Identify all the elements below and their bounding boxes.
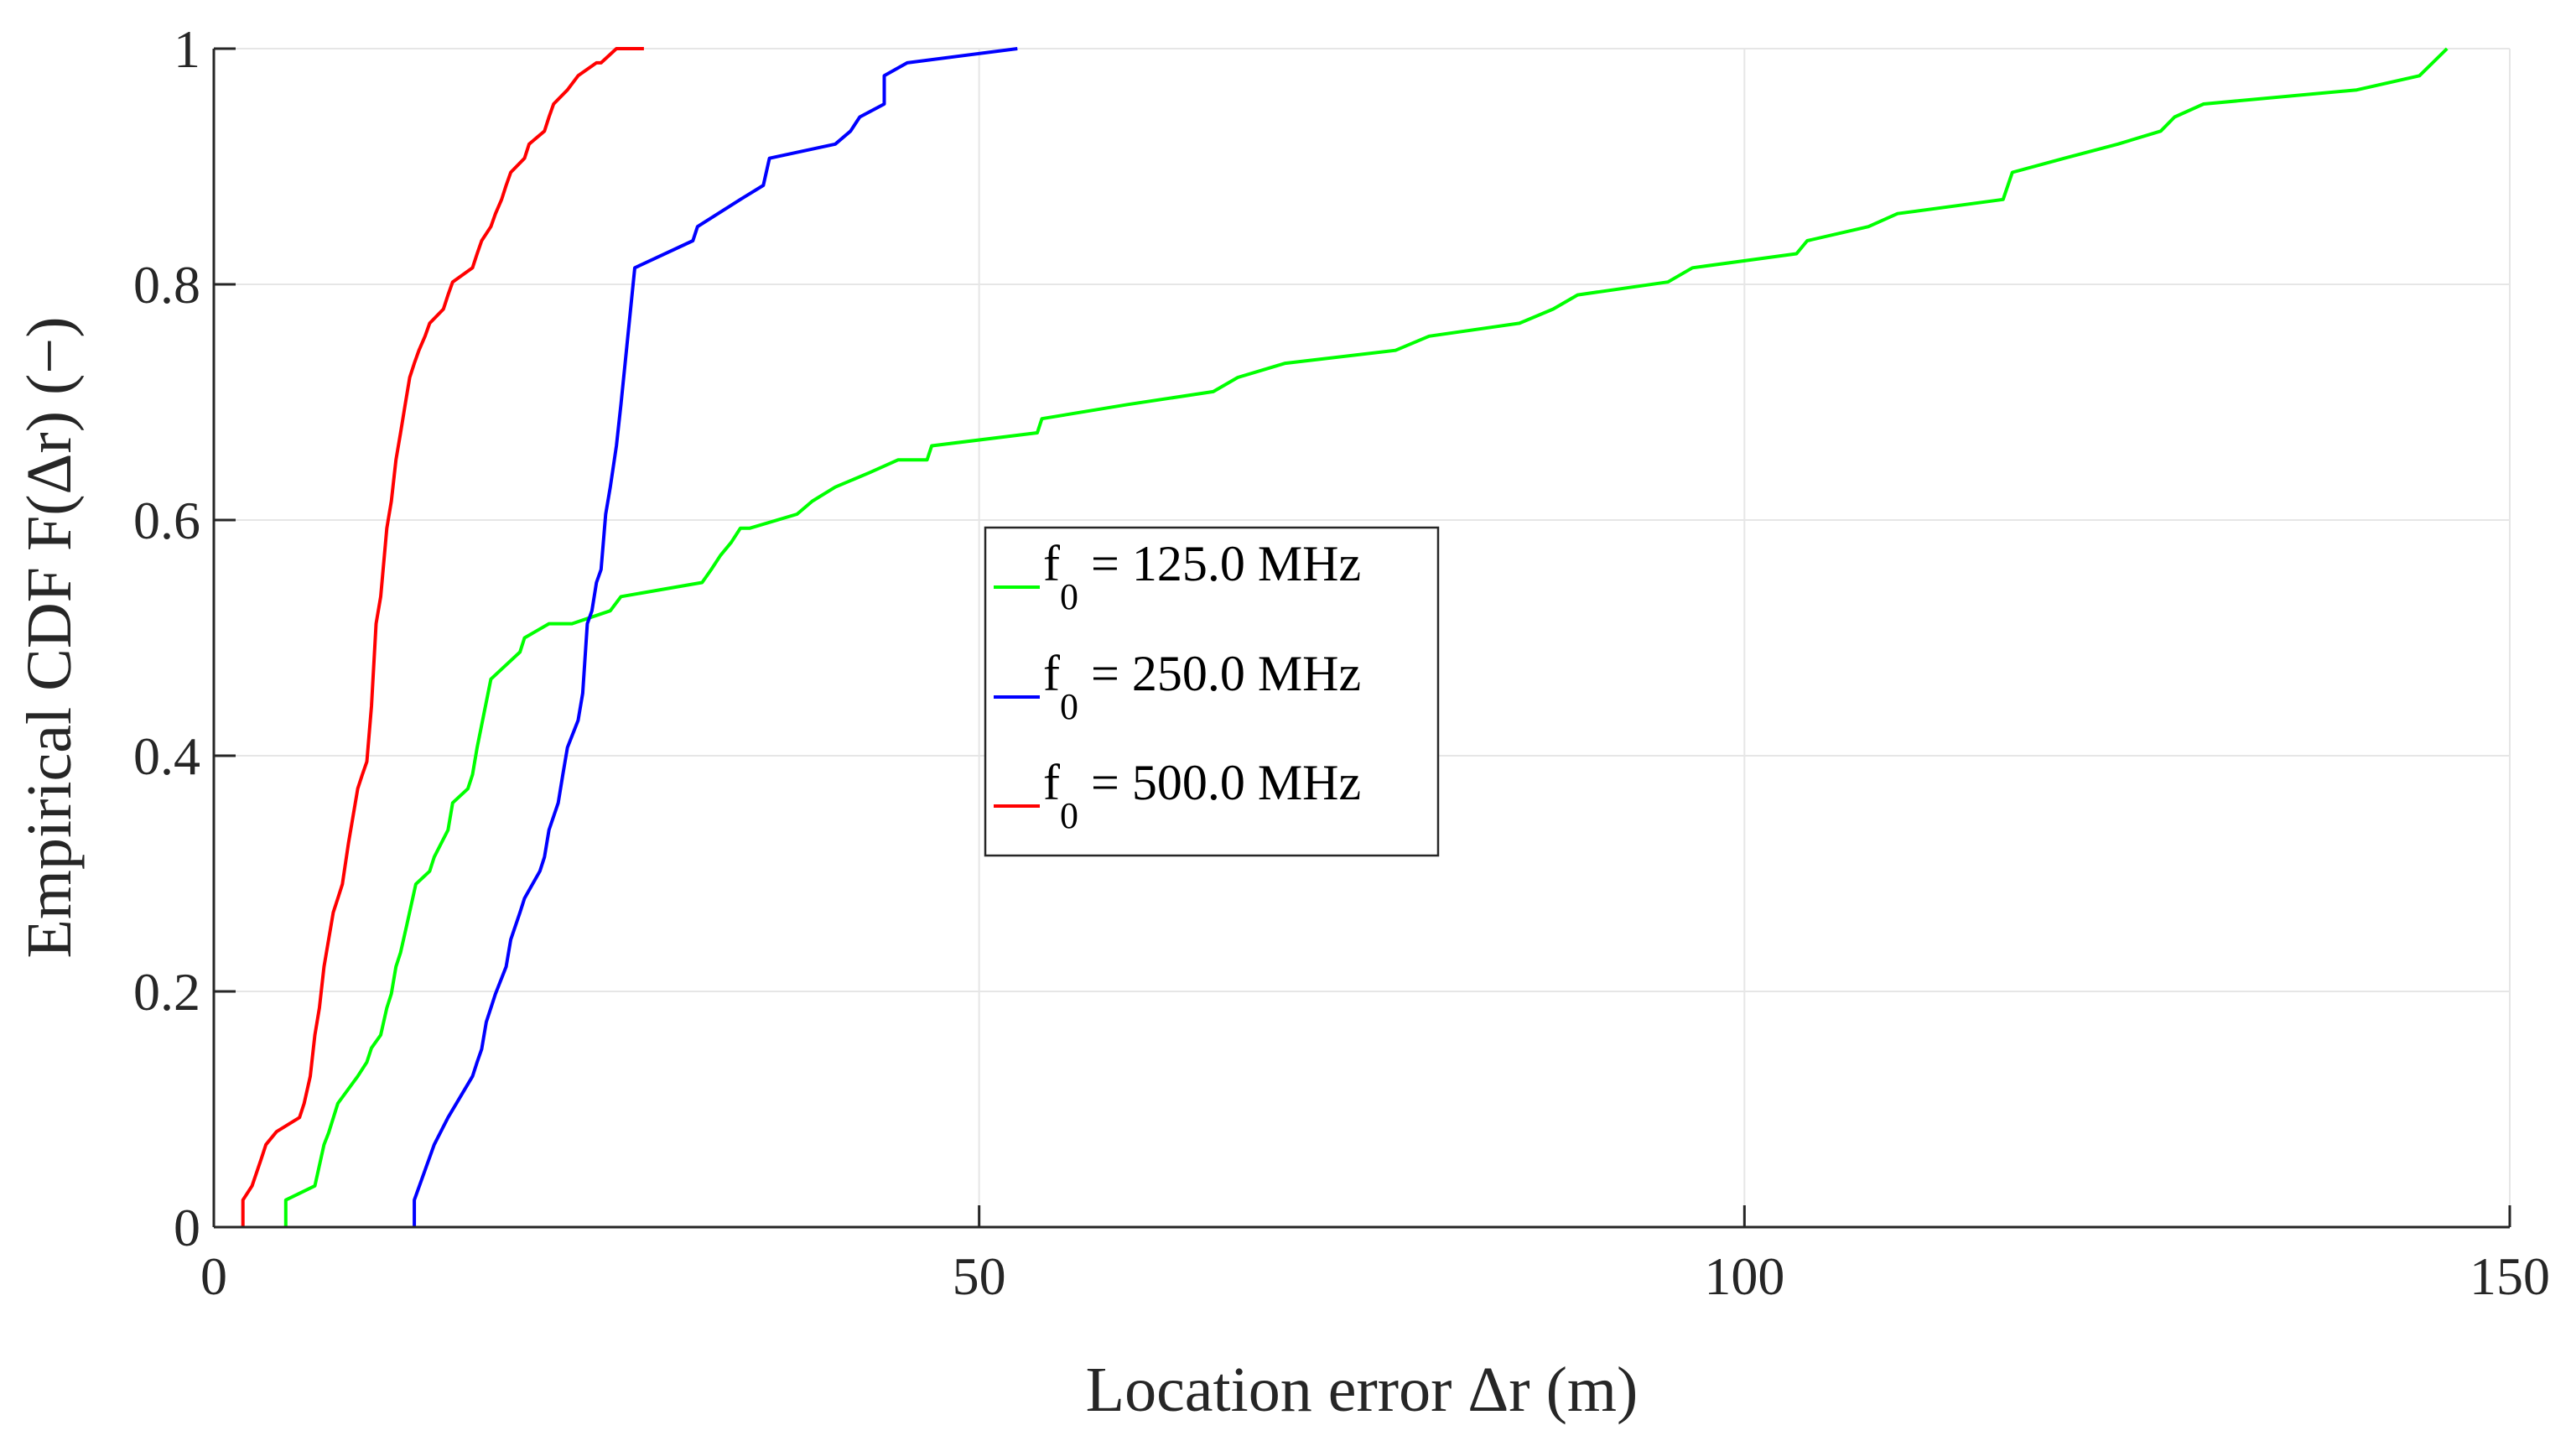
legend-label-3: f0 = 500.0 MHz (1043, 755, 1361, 836)
x-tick-label: 100 (1704, 1246, 1784, 1306)
y-tick-label: 1 (174, 19, 200, 79)
series-line-2 (413, 47, 1018, 1227)
y-axis-label: Empirical CDF F(Δr) (−) (14, 316, 85, 958)
y-tick-label: 0.8 (133, 255, 200, 315)
legend-box (984, 526, 1440, 857)
x-tick-label: 50 (953, 1246, 1006, 1306)
y-tick-label: 0 (174, 1198, 200, 1257)
x-axis-label: Location error Δr (m) (1086, 1355, 1639, 1425)
axes (212, 47, 2511, 1229)
x-tick-label: 0 (200, 1246, 227, 1306)
series-line-1 (283, 47, 2449, 1227)
y-tick-label: 0.4 (133, 726, 200, 786)
x-tick-label: 150 (2470, 1246, 2550, 1306)
series-lines (241, 47, 2449, 1227)
y-tick-label: 0.2 (133, 962, 200, 1022)
legend: f0 = 125.0 MHz f0 = 250.0 MHz f0 = 500.0 M… (984, 526, 1440, 857)
series-line-3 (241, 47, 644, 1227)
legend-label-1: f0 = 125.0 MHz (1043, 536, 1361, 617)
legend-label-2: f0 = 250.0 MHz (1043, 646, 1361, 727)
tick-labels: 0 50 100 150 0 0.2 0.4 0.6 0.8 1 (133, 19, 2550, 1306)
y-tick-label: 0.6 (133, 491, 200, 550)
